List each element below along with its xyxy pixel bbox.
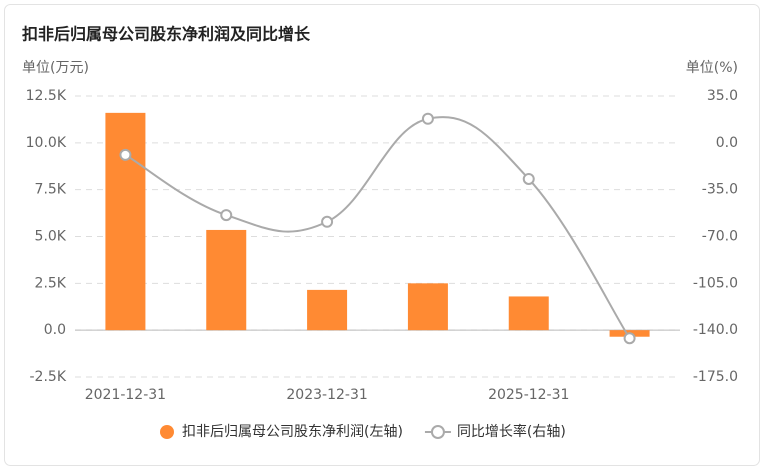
bar: [307, 289, 348, 331]
line-point: [119, 148, 132, 161]
line-point: [421, 112, 434, 125]
bar: [407, 283, 448, 331]
y2-tick-label: -35.0: [702, 182, 738, 198]
y2-tick-label: -105.0: [693, 275, 738, 291]
y2-tick-label: -140.0: [693, 322, 738, 338]
y-tick-label: 2.5K: [35, 275, 67, 291]
line-point: [522, 172, 535, 185]
line-point: [321, 215, 334, 228]
legend-label: 同比增长率(右轴): [457, 423, 566, 440]
x-tick-label: 2023-12-31: [286, 387, 367, 403]
y-tick-label: 12.5K: [26, 88, 67, 104]
legend-marker: [430, 425, 445, 439]
x-tick-label: 2025-12-31: [488, 387, 569, 403]
y-tick-label: 7.5K: [35, 182, 67, 198]
legend-marker: [160, 425, 174, 439]
y-tick-label: 5.0K: [35, 229, 67, 245]
line-point: [623, 332, 636, 345]
y-axis-label: 单位(万元): [22, 60, 89, 76]
bar: [206, 229, 247, 331]
y-tick-label: -2.5K: [30, 369, 67, 385]
bar: [508, 296, 549, 331]
y2-tick-label: 0.0: [716, 135, 738, 151]
y2-axis-label: 单位(%): [686, 60, 738, 76]
y-tick-label: 10.0K: [26, 135, 67, 151]
chart-title: 扣非后归属母公司股东净利润及同比增长: [22, 25, 311, 44]
y-tick-label: 0.0: [44, 322, 66, 338]
legend-label: 扣非后归属母公司股东净利润(左轴): [182, 423, 403, 440]
y2-tick-label: 35.0: [707, 88, 738, 104]
x-tick-label: 2021-12-31: [85, 387, 166, 403]
y2-tick-label: -70.0: [702, 229, 738, 245]
card: [4, 4, 760, 466]
bar: [105, 112, 146, 331]
line-point: [220, 209, 233, 222]
y2-tick-label: -175.0: [693, 369, 738, 385]
